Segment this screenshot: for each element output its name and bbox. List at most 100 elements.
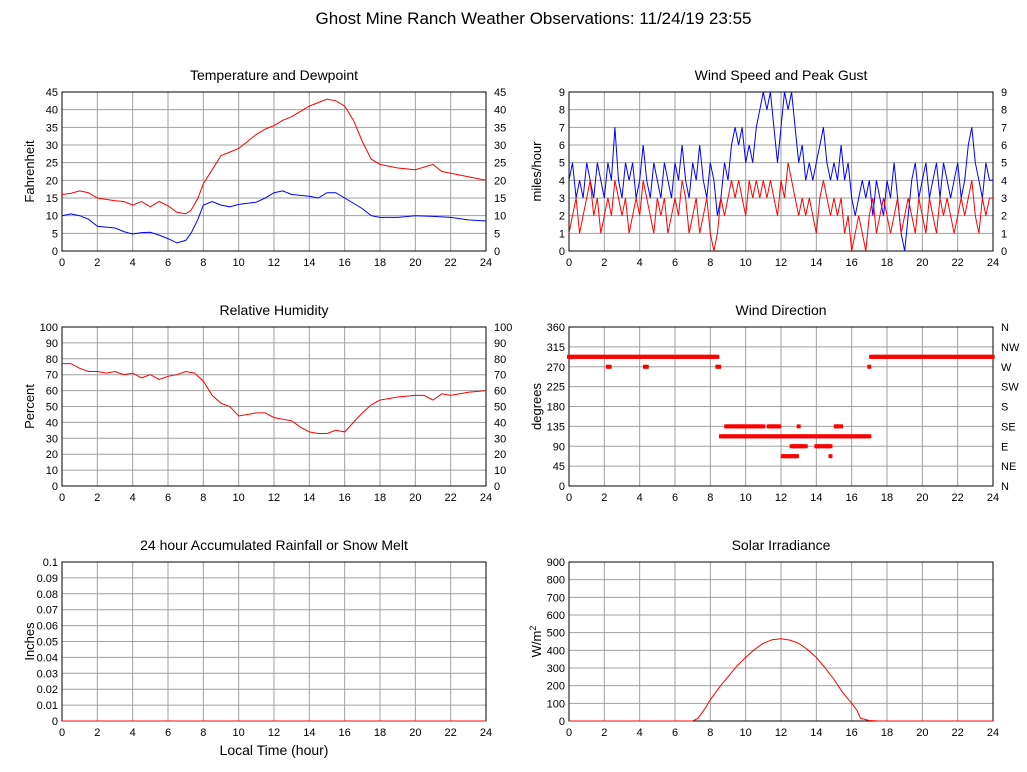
x-tick-label: 4 [130,257,136,269]
y-tick-label: 30 [46,433,58,445]
rainfall-chart: 24 hour Accumulated Rainfall or Snow Mel… [22,537,492,758]
data-point [777,424,782,429]
x-tick-label: 16 [339,727,351,739]
x-tick-label: 24 [480,492,492,504]
right-tick-label: 5 [1001,158,1007,170]
chart-title: 24 hour Accumulated Rainfall or Snow Mel… [140,537,408,553]
y-axis-label-superscript: 2 [528,626,538,631]
data-point [867,364,872,369]
chart-title: Wind Speed and Peak Gust [695,67,868,83]
data-point [794,454,799,459]
y-tick-label: 5 [559,158,565,170]
y-tick-label: 0 [52,481,58,493]
y-axis-label: miles/hour [529,141,544,202]
right-tick-label: 20 [494,449,506,461]
right-tick-label: W [1001,362,1012,374]
y-tick-label: 0 [52,716,58,728]
plot-frame [61,326,487,487]
y-tick-label: 180 [547,402,565,414]
x-tick-label: 8 [707,727,713,739]
y-tick-label: 315 [547,342,565,354]
y-tick-label: 70 [46,370,58,382]
y-tick-label: 0 [559,716,565,728]
y-axis-label: Inches [22,622,37,661]
y-tick-label: 0.08 [37,589,58,601]
y-tick-label: 25 [46,158,58,170]
right-tick-label: 70 [494,370,506,382]
right-tick-label: 0 [1001,246,1007,258]
x-tick-label: 4 [637,492,643,504]
y-tick-label: 60 [46,386,58,398]
x-tick-label: 2 [94,257,100,269]
x-tick-label: 24 [987,727,999,739]
y-tick-label: 900 [547,557,565,569]
y-tick-label: 700 [547,592,565,604]
right-tick-label: 1 [1001,228,1007,240]
y-tick-label: 270 [547,362,565,374]
y-tick-label: 0.09 [37,573,58,585]
x-tick-label: 8 [200,727,206,739]
x-tick-label: 18 [881,727,893,739]
y-tick-label: 0.06 [37,621,58,633]
x-tick-label: 16 [846,257,858,269]
right-tick-label: 2 [1001,211,1007,223]
right-tick-label: 80 [494,354,506,366]
x-tick-label: 18 [881,257,893,269]
data-point [828,444,833,449]
x-tick-label: 14 [810,492,822,504]
right-tick-label: N [1001,322,1009,334]
x-axis-label: Local Time (hour) [220,742,329,758]
series-line-1 [569,638,993,722]
plot-frame [568,91,994,252]
x-tick-label: 10 [740,727,752,739]
data-point [644,364,649,369]
y-tick-label: 225 [547,382,565,394]
x-tick-label: 16 [846,727,858,739]
x-tick-label: 6 [165,492,171,504]
right-tick-label: 0 [494,246,500,258]
data-point [803,444,808,449]
right-tick-label: 50 [494,402,506,414]
y-tick-label: 6 [559,140,565,152]
x-tick-label: 6 [672,492,678,504]
y-tick-label: 40 [46,105,58,117]
x-tick-label: 22 [952,257,964,269]
x-tick-label: 6 [165,257,171,269]
y-tick-label: 600 [547,610,565,622]
x-tick-label: 20 [409,257,421,269]
y-tick-label: 300 [547,663,565,675]
x-tick-label: 8 [200,257,206,269]
y-tick-label: 20 [46,449,58,461]
x-tick-label: 2 [601,727,607,739]
x-tick-label: 22 [445,492,457,504]
x-tick-label: 24 [480,727,492,739]
x-tick-label: 18 [881,492,893,504]
right-tick-label: 30 [494,140,506,152]
series-line-1 [61,98,487,215]
x-tick-label: 2 [601,257,607,269]
x-tick-label: 14 [303,727,315,739]
x-tick-label: 14 [810,257,822,269]
right-tick-label: 15 [494,193,506,205]
plot-frame [61,91,487,252]
right-tick-label: SW [1001,382,1019,394]
y-tick-label: 0.03 [37,668,58,680]
x-tick-label: 4 [637,257,643,269]
y-tick-label: 1 [559,228,565,240]
x-tick-label: 0 [566,257,572,269]
right-tick-label: NE [1001,461,1016,473]
x-tick-label: 6 [672,257,678,269]
x-tick-label: 2 [94,492,100,504]
series-line-1 [62,363,487,434]
plot-frame [568,561,994,722]
right-tick-label: 40 [494,417,506,429]
right-tick-label: 8 [1001,105,1007,117]
x-tick-label: 20 [409,727,421,739]
chart-title: Solar Irradiance [732,537,831,553]
y-tick-label: 360 [547,322,565,334]
x-tick-label: 22 [445,727,457,739]
x-tick-label: 4 [130,492,136,504]
x-tick-label: 14 [303,492,315,504]
